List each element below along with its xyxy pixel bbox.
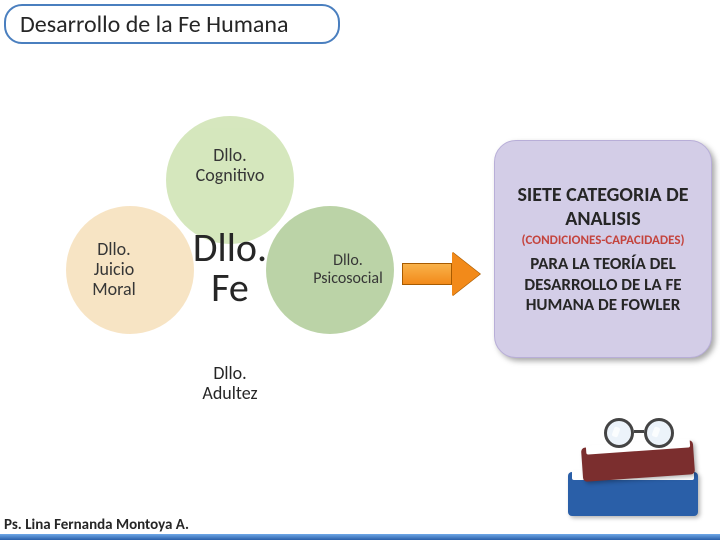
venn-center-text: Dllo. Fe <box>193 228 267 308</box>
page-title: Desarrollo de la Fe Humana <box>4 4 340 44</box>
author-footer: Ps. Lina Fernanda Montoya A. <box>4 516 189 534</box>
page-title-text: Desarrollo de la Fe Humana <box>20 10 288 39</box>
info-body: PARA LA TEORÍA DEL DESARROLLO DE LA FE H… <box>507 254 699 315</box>
arrow-shaft <box>402 263 452 285</box>
circle-psicosocial-label: Dllo. Psicosocial <box>313 252 382 287</box>
glasses-icon <box>604 416 678 450</box>
lens-right <box>644 418 674 448</box>
author-text: Ps. Lina Fernanda Montoya A. <box>4 516 189 534</box>
info-panel: SIETE CATEGORIA DE ANALISIS (CONDICIONES… <box>494 140 712 358</box>
venn-center-label: Dllo. Fe <box>168 218 292 318</box>
info-subtitle: (CONDICIONES-CAPACIDADES) <box>521 233 684 249</box>
venn-diagram: Dllo. Cognitivo Dllo. Juicio Moral Dllo.… <box>50 120 410 420</box>
arrow-head <box>452 252 480 296</box>
bottom-accent-bar <box>0 534 720 540</box>
books-illustration <box>560 420 710 530</box>
glasses-bridge <box>634 430 644 433</box>
info-title: SIETE CATEGORIA DE ANALISIS <box>507 183 699 231</box>
lens-left <box>604 418 634 448</box>
arrow-icon <box>402 252 480 296</box>
circle-juicio-label: Dllo. Juicio Moral <box>92 240 136 299</box>
circle-cognitivo-label: Dllo. Cognitivo <box>196 146 265 186</box>
circle-adultez-label: Dllo. Adultez <box>202 364 257 404</box>
